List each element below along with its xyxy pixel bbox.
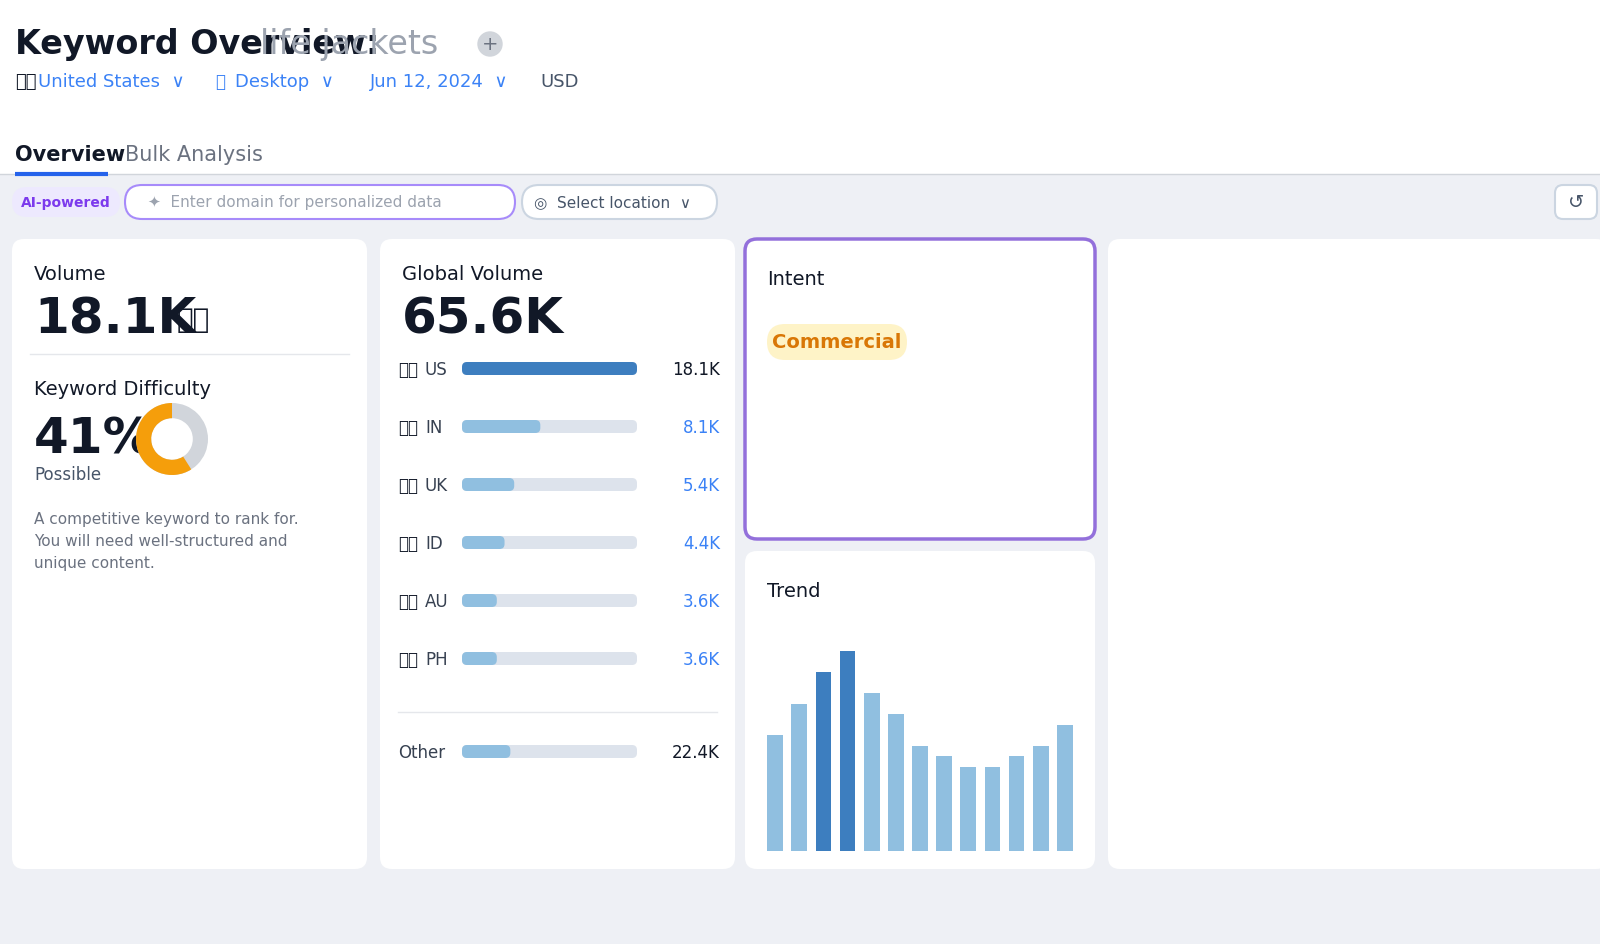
- Text: 22.4K: 22.4K: [672, 743, 720, 761]
- Text: 65.6K: 65.6K: [402, 295, 563, 344]
- Text: Keyword Difficulty: Keyword Difficulty: [34, 380, 211, 399]
- Text: 🇺🇸: 🇺🇸: [398, 361, 418, 379]
- Text: 🇺🇸: 🇺🇸: [178, 306, 210, 333]
- Text: 41%: 41%: [34, 415, 154, 464]
- Text: 18.1K: 18.1K: [34, 295, 197, 344]
- Text: Possible: Possible: [34, 465, 101, 483]
- Text: Overview: Overview: [14, 144, 125, 165]
- FancyBboxPatch shape: [0, 175, 1600, 229]
- FancyBboxPatch shape: [13, 188, 120, 218]
- Text: ✦  Enter domain for personalized data: ✦ Enter domain for personalized data: [147, 195, 442, 211]
- Wedge shape: [136, 404, 192, 476]
- Text: PH: PH: [426, 650, 448, 668]
- FancyBboxPatch shape: [522, 186, 717, 220]
- Text: AU: AU: [426, 593, 448, 611]
- Text: 18.1K: 18.1K: [672, 361, 720, 379]
- Bar: [912, 746, 928, 851]
- FancyBboxPatch shape: [1555, 186, 1597, 220]
- FancyBboxPatch shape: [462, 745, 510, 758]
- Text: 🇵🇭: 🇵🇭: [398, 650, 418, 668]
- Text: 8.1K: 8.1K: [683, 418, 720, 436]
- Text: Desktop  ∨: Desktop ∨: [235, 73, 334, 91]
- Text: 🇦🇺: 🇦🇺: [398, 593, 418, 611]
- Text: Trend: Trend: [766, 582, 821, 601]
- Text: 3.6K: 3.6K: [683, 650, 720, 668]
- Text: A competitive keyword to rank for.: A competitive keyword to rank for.: [34, 512, 299, 527]
- Bar: [1058, 725, 1072, 851]
- FancyBboxPatch shape: [746, 240, 1094, 539]
- Wedge shape: [136, 404, 208, 476]
- FancyBboxPatch shape: [13, 240, 366, 869]
- Text: life jackets: life jackets: [259, 28, 438, 61]
- Text: Intent: Intent: [766, 270, 824, 289]
- Text: 5.4K: 5.4K: [683, 477, 720, 495]
- FancyBboxPatch shape: [125, 186, 515, 220]
- Text: ID: ID: [426, 534, 443, 552]
- FancyBboxPatch shape: [462, 479, 514, 492]
- FancyBboxPatch shape: [1107, 240, 1600, 869]
- Text: You will need well-structured and: You will need well-structured and: [34, 534, 288, 548]
- FancyBboxPatch shape: [381, 240, 734, 869]
- Text: +: +: [482, 36, 498, 55]
- Text: Keyword Overview:: Keyword Overview:: [14, 28, 379, 61]
- FancyBboxPatch shape: [462, 745, 637, 758]
- Text: USD: USD: [541, 73, 579, 91]
- Text: Global Volume: Global Volume: [402, 265, 542, 284]
- FancyBboxPatch shape: [462, 595, 637, 607]
- Text: ↺: ↺: [1568, 194, 1584, 212]
- Text: IN: IN: [426, 418, 442, 436]
- Text: 3.6K: 3.6K: [683, 593, 720, 611]
- Text: AI-powered: AI-powered: [21, 195, 110, 210]
- Bar: [936, 756, 952, 851]
- Bar: [816, 672, 832, 851]
- Text: 🇮🇩: 🇮🇩: [398, 534, 418, 552]
- Text: 🇮🇳: 🇮🇳: [398, 418, 418, 436]
- Bar: [960, 767, 976, 851]
- Bar: [864, 694, 880, 851]
- Text: 🇺🇸: 🇺🇸: [14, 73, 37, 91]
- FancyBboxPatch shape: [462, 362, 637, 376]
- FancyBboxPatch shape: [766, 325, 907, 361]
- FancyBboxPatch shape: [462, 595, 498, 607]
- Text: 🖥: 🖥: [214, 73, 226, 91]
- Text: Other: Other: [398, 743, 445, 761]
- Bar: [792, 704, 806, 851]
- Bar: [768, 735, 782, 851]
- Text: United States  ∨: United States ∨: [38, 73, 184, 91]
- FancyBboxPatch shape: [0, 130, 1600, 175]
- Bar: [984, 767, 1000, 851]
- Text: US: US: [426, 361, 448, 379]
- FancyBboxPatch shape: [462, 536, 504, 549]
- FancyBboxPatch shape: [462, 421, 541, 433]
- Text: unique content.: unique content.: [34, 556, 155, 571]
- Text: Bulk Analysis: Bulk Analysis: [125, 144, 262, 165]
- Text: Commercial: Commercial: [773, 333, 902, 352]
- Text: Jun 12, 2024  ∨: Jun 12, 2024 ∨: [370, 73, 509, 91]
- FancyBboxPatch shape: [462, 536, 637, 549]
- FancyBboxPatch shape: [462, 362, 637, 376]
- Bar: [840, 651, 856, 851]
- Bar: [888, 715, 904, 851]
- FancyBboxPatch shape: [462, 421, 637, 433]
- FancyBboxPatch shape: [462, 652, 498, 666]
- Text: 🇬🇧: 🇬🇧: [398, 477, 418, 495]
- FancyBboxPatch shape: [462, 652, 637, 666]
- Text: UK: UK: [426, 477, 448, 495]
- Text: ◎  Select location  ∨: ◎ Select location ∨: [534, 195, 691, 211]
- FancyBboxPatch shape: [746, 551, 1094, 869]
- Text: Volume: Volume: [34, 265, 107, 284]
- FancyBboxPatch shape: [462, 479, 637, 492]
- FancyBboxPatch shape: [0, 0, 1600, 210]
- Bar: [1008, 756, 1024, 851]
- Text: 4.4K: 4.4K: [683, 534, 720, 552]
- Circle shape: [478, 33, 502, 57]
- Bar: [1034, 746, 1048, 851]
